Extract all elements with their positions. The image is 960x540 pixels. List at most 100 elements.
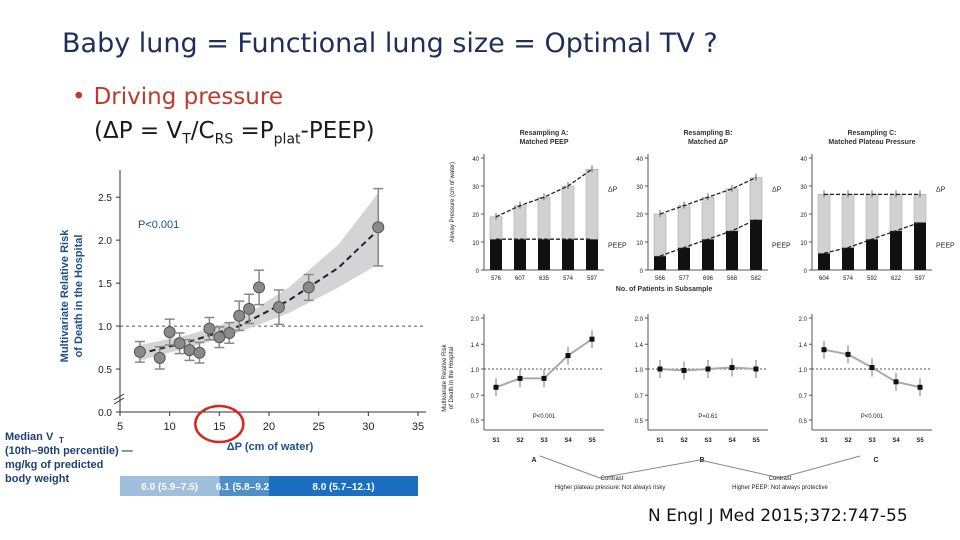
top-bar-dp — [701, 196, 715, 240]
bottom-y-tick-label: 1.0 — [799, 368, 808, 374]
top-series-label: ΔP — [772, 187, 782, 194]
left-data-point — [173, 337, 186, 350]
bottom-category-label: S2 — [516, 438, 524, 444]
bottom-data-point — [493, 384, 499, 390]
top-category-label: 576 — [491, 276, 502, 282]
bottom-data-point — [657, 366, 663, 372]
bottom-y-axis-label: Multivariate Relative Risk — [442, 343, 448, 411]
top-category-label: 568 — [727, 276, 738, 282]
left-data-point — [193, 346, 206, 359]
top-bar-peep — [866, 239, 878, 270]
bottom-y-tick-label: 1.4 — [799, 343, 808, 349]
formula-part: (ΔP = V — [94, 118, 183, 144]
bottom-category-label: S4 — [892, 438, 900, 444]
left-data-point — [163, 326, 176, 339]
top-y-tick-label: 10 — [636, 241, 643, 247]
citation: N Engl J Med 2015;372:747-55 — [648, 506, 908, 526]
top-series-label: PEEP — [936, 243, 955, 250]
top-bar-peep — [750, 219, 762, 270]
left-data-point — [302, 281, 315, 294]
left-data-point — [372, 221, 385, 234]
top-y-tick-label: 0 — [476, 269, 480, 275]
vt-band-label: 6.1 (5.8–9.2) — [216, 482, 273, 493]
contrast-text: Higher PEEP: Not always protective — [732, 485, 828, 491]
left-data-point — [233, 309, 246, 322]
top-category-label: 566 — [655, 276, 666, 282]
contrast-text: Higher plateau pressure: Not always risk… — [555, 485, 666, 491]
top-bar-dp — [889, 194, 903, 232]
left-x-tick-label: 35 — [412, 421, 424, 433]
top-y-tick-label: 40 — [800, 157, 807, 163]
top-y-tick-label: 20 — [800, 213, 807, 219]
left-data-point — [213, 331, 226, 344]
bottom-data-point — [517, 375, 523, 381]
top-bar-peep — [842, 247, 854, 270]
top-y-tick-label: 40 — [636, 157, 643, 163]
formula-sub: RS — [214, 131, 234, 148]
left-x-tick-label: 20 — [263, 421, 275, 433]
top-bar-dp — [865, 194, 879, 240]
bottom-category-label: S1 — [656, 438, 664, 444]
bottom-data-point — [893, 379, 899, 385]
top-category-label: 597 — [915, 276, 926, 282]
left-y-tick-label: 0.5 — [98, 365, 112, 376]
vt-label-line: mg/kg of predicted — [5, 459, 103, 471]
contrast-arrow-icon — [699, 455, 861, 479]
top-bar-dp — [725, 188, 739, 232]
top-series-label: ΔP — [608, 187, 618, 194]
bottom-data-point — [541, 375, 547, 381]
top-bar-dp — [489, 216, 503, 240]
top-category-label: 574 — [843, 276, 854, 282]
bottom-y-tick-label: 1.4 — [635, 343, 644, 349]
top-bar-peep — [914, 222, 926, 270]
top-panel-title: Resampling C: — [847, 130, 896, 137]
left-x-axis-label: ΔP (cm of water) — [227, 441, 314, 453]
top-bar-dp — [749, 177, 763, 220]
top-bar-peep — [514, 239, 526, 270]
left-data-point — [133, 345, 146, 358]
top-bar-dp — [817, 194, 831, 254]
bottom-data-point — [917, 384, 923, 390]
bottom-data-point — [565, 353, 571, 359]
left-y-tick-label: 0.0 — [98, 408, 112, 419]
bottom-category-label: S2 — [680, 438, 688, 444]
bottom-category-label: S5 — [752, 438, 760, 444]
top-category-label: 622 — [891, 276, 902, 282]
left-p-value: P<0.001 — [138, 219, 179, 231]
top-series-label: PEEP — [772, 243, 791, 250]
top-peep-trend — [659, 219, 757, 257]
left-y-tick-label: 2.0 — [98, 236, 112, 247]
bottom-y-tick-label: 0.5 — [471, 419, 480, 425]
top-y-tick-label: 30 — [472, 185, 479, 191]
top-bar-dp — [677, 205, 691, 248]
bottom-p-value: P<0.001 — [861, 414, 884, 420]
left-axis-break-mark — [113, 397, 125, 405]
top-bar-peep — [702, 239, 714, 270]
top-series-label: PEEP — [608, 243, 627, 250]
top-x-axis-label: No. of Patients in Subsample — [616, 286, 713, 293]
left-axis-break-mark — [113, 393, 125, 401]
top-panel-title: Resampling B: — [683, 130, 732, 137]
bottom-category-label: S3 — [540, 438, 548, 444]
top-category-label: 597 — [587, 276, 598, 282]
formula-part: /C — [190, 118, 215, 144]
left-data-point — [203, 322, 216, 335]
top-bar-peep — [818, 253, 830, 270]
vt-label-sub: T — [59, 436, 64, 445]
top-y-tick-label: 40 — [472, 157, 479, 163]
top-y-tick-label: 10 — [472, 241, 479, 247]
formula-part: -PEEP) — [300, 118, 375, 144]
formula-part: =P — [233, 118, 274, 144]
bottom-panel-letter: A — [531, 457, 536, 464]
bottom-category-label: S5 — [916, 438, 924, 444]
top-bar-peep — [490, 239, 502, 270]
top-bar-dp — [585, 168, 599, 240]
bottom-data-point — [845, 351, 851, 357]
top-bar-dp — [561, 185, 575, 240]
top-bar-peep — [562, 239, 574, 270]
contrast-arrow-icon — [539, 455, 701, 479]
vt-band — [120, 476, 220, 496]
bottom-data-point — [589, 336, 595, 342]
bullet-text: Driving pressure — [93, 84, 283, 110]
